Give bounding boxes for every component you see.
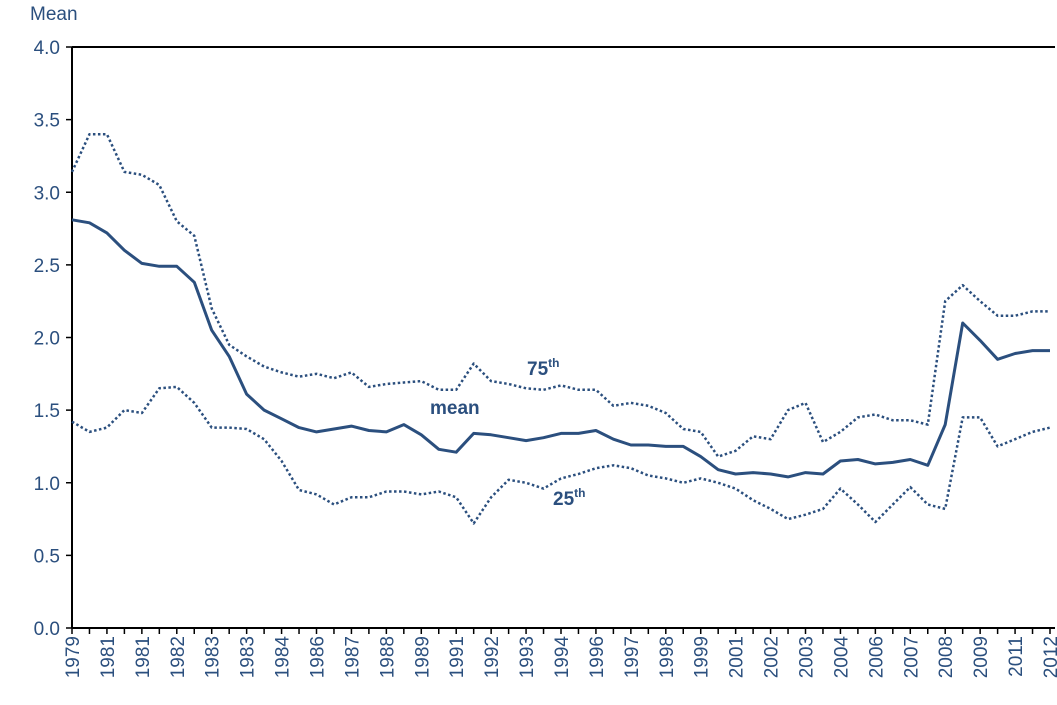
- x-tick-label: 2006: [866, 636, 887, 678]
- annotation-sup: th: [548, 356, 559, 370]
- x-tick-label: 1979: [63, 636, 84, 678]
- x-tick-label: 1981: [98, 636, 119, 678]
- y-tick-label: 4.0: [34, 38, 60, 59]
- x-tick-label: 1999: [692, 636, 713, 678]
- x-tick-label: 1998: [657, 636, 678, 678]
- x-tick-label: 1993: [517, 636, 538, 678]
- x-tick-label: 2007: [901, 636, 922, 678]
- y-tick-label: 0.5: [34, 546, 60, 567]
- y-tick-label: 2.5: [34, 256, 60, 277]
- x-tick-label: 1992: [482, 636, 503, 678]
- y-axis-label: Mean: [30, 4, 78, 25]
- x-tick-label: 1982: [168, 636, 189, 678]
- series-line: [70, 132, 1050, 458]
- x-tick-label: 1983: [238, 636, 259, 678]
- x-tick-label: 1986: [308, 636, 329, 678]
- x-tick-label: 1987: [342, 636, 363, 678]
- x-tick-label: 2012: [1041, 636, 1057, 678]
- annotation-text: mean: [430, 398, 480, 419]
- annotation: 25th: [553, 486, 585, 510]
- x-tick-label: 1981: [133, 636, 154, 678]
- y-tick-label: 2.0: [34, 329, 60, 350]
- x-tick-label: 1994: [552, 636, 573, 679]
- x-tick-label: 2009: [971, 636, 992, 678]
- annotation-text: 25: [553, 489, 575, 510]
- y-tick-label: 1.5: [34, 401, 60, 422]
- x-tick-label: 1989: [412, 636, 433, 678]
- y-tick-label: 0.0: [34, 619, 60, 640]
- x-tick-label: 1997: [622, 636, 643, 678]
- annotation: mean: [430, 398, 480, 419]
- x-tick-label: 2011: [1006, 636, 1027, 677]
- y-tick-label: 1.0: [34, 474, 60, 495]
- series-line: [71, 385, 1051, 525]
- x-tick-label: 1988: [377, 636, 398, 678]
- annotation-text: 75: [527, 359, 549, 380]
- series-line: [71, 218, 1050, 479]
- x-tick-label: 2004: [831, 636, 852, 679]
- x-tick-label: 1983: [203, 636, 224, 678]
- x-tick-label: 1991: [447, 636, 468, 678]
- x-tick-label: 1996: [587, 636, 608, 678]
- y-tick-label: 3.5: [34, 111, 60, 132]
- x-tick-label: 2008: [936, 636, 957, 678]
- x-tick-label: 1984: [273, 636, 294, 679]
- x-tick-label: 2002: [762, 636, 783, 678]
- x-tick-label: 2003: [797, 636, 818, 678]
- annotation: 75th: [527, 356, 559, 380]
- x-tick-label: 2001: [727, 636, 748, 678]
- y-tick-label: 3.0: [34, 183, 60, 204]
- annotation-sup: th: [574, 486, 585, 500]
